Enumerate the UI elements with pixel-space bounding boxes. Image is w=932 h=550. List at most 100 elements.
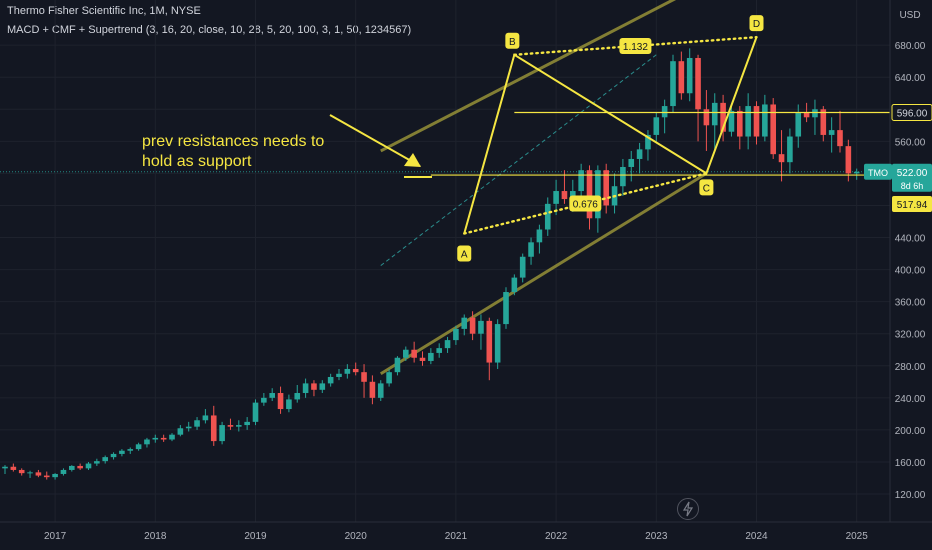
lightning-icon[interactable] (677, 498, 699, 520)
candle (645, 134, 651, 150)
candle (294, 393, 301, 400)
candle (453, 328, 459, 341)
candle (43, 475, 50, 478)
y-tick-label: 160.00 (895, 458, 926, 469)
candle (528, 242, 534, 257)
candle (202, 415, 209, 421)
y-tick-label: 640.00 (895, 73, 926, 84)
candle (2, 466, 8, 469)
candle (102, 457, 108, 462)
candle (670, 61, 676, 107)
candle (219, 425, 225, 442)
candle (428, 352, 434, 361)
ratio-label: 1.132 (623, 42, 648, 53)
candle (419, 357, 426, 361)
ratio-label: 0.676 (573, 199, 598, 210)
candle (69, 465, 75, 470)
candle (302, 383, 309, 394)
x-tick-label: 2025 (846, 531, 869, 542)
y-tick-label: 320.00 (895, 330, 926, 341)
candle (52, 473, 58, 478)
y-tick-label: 560.00 (895, 137, 926, 148)
candle (636, 149, 643, 159)
channel-upper-line (380, 0, 677, 153)
candle (236, 425, 242, 427)
candle (377, 383, 384, 398)
candle (35, 472, 42, 476)
candle (269, 393, 275, 398)
candle (227, 425, 234, 427)
candle (570, 191, 576, 200)
candle (85, 463, 92, 469)
candle (411, 349, 417, 358)
candle (403, 349, 409, 358)
x-tick-label: 2022 (545, 531, 568, 542)
candle (327, 376, 334, 384)
support-price-label: 517.94 (897, 200, 928, 211)
candle (503, 292, 509, 325)
candle (494, 324, 501, 363)
candle (352, 368, 359, 373)
candle (119, 450, 125, 454)
level-label: 596.00 (897, 108, 928, 119)
current-price-box (892, 163, 932, 192)
y-tick-label: 120.00 (895, 490, 926, 501)
candle (519, 256, 526, 278)
candle (344, 368, 351, 374)
level-label-box (891, 103, 932, 121)
candle (837, 130, 843, 147)
y-tick-label: 680.00 (895, 41, 926, 52)
candle (803, 112, 810, 118)
candle (277, 393, 284, 410)
y-tick-label: 440.00 (895, 234, 926, 245)
current-price-label: 522.00 (897, 168, 928, 179)
candle (770, 104, 776, 155)
indicator-legend[interactable]: MACD + CMF + Supertrend (3, 16, 20, clos… (7, 24, 412, 36)
candle (703, 109, 710, 126)
candle (711, 102, 718, 126)
support-price-box (892, 196, 932, 213)
candle (578, 170, 584, 192)
candle (678, 61, 685, 94)
candle (94, 461, 100, 464)
candle (486, 320, 493, 363)
candle (553, 191, 559, 204)
point-label-a: A (461, 250, 468, 261)
candle (27, 472, 33, 474)
candle (135, 444, 142, 450)
candle (762, 104, 768, 137)
candle (653, 117, 660, 135)
annotation-arrow (329, 114, 421, 167)
x-tick-label: 2023 (645, 531, 668, 542)
candle (536, 229, 543, 243)
candle (210, 415, 217, 442)
x-tick-label: 2019 (244, 531, 267, 542)
candle (444, 340, 451, 349)
candle (544, 203, 551, 230)
candle (185, 426, 192, 429)
candle (828, 130, 835, 135)
candle (361, 372, 367, 382)
candle (436, 348, 442, 353)
candle (127, 449, 134, 451)
countdown-label: 8d 6h (901, 181, 924, 191)
candle (845, 146, 852, 174)
candle (561, 191, 568, 200)
point-label-b: B (509, 37, 516, 48)
candle (194, 420, 200, 427)
candle (728, 110, 735, 132)
point-label-box (505, 32, 520, 49)
candle (595, 170, 601, 219)
annotation-arrowhead (404, 153, 421, 167)
ratio-label-box (569, 195, 602, 212)
currency-label: USD (899, 10, 920, 21)
candle (110, 453, 117, 458)
candle (603, 170, 609, 206)
candle (737, 110, 743, 137)
candle (369, 381, 376, 398)
candle (853, 171, 860, 174)
candle (10, 466, 17, 470)
x-tick-label: 2024 (745, 531, 768, 542)
candle (386, 372, 392, 384)
